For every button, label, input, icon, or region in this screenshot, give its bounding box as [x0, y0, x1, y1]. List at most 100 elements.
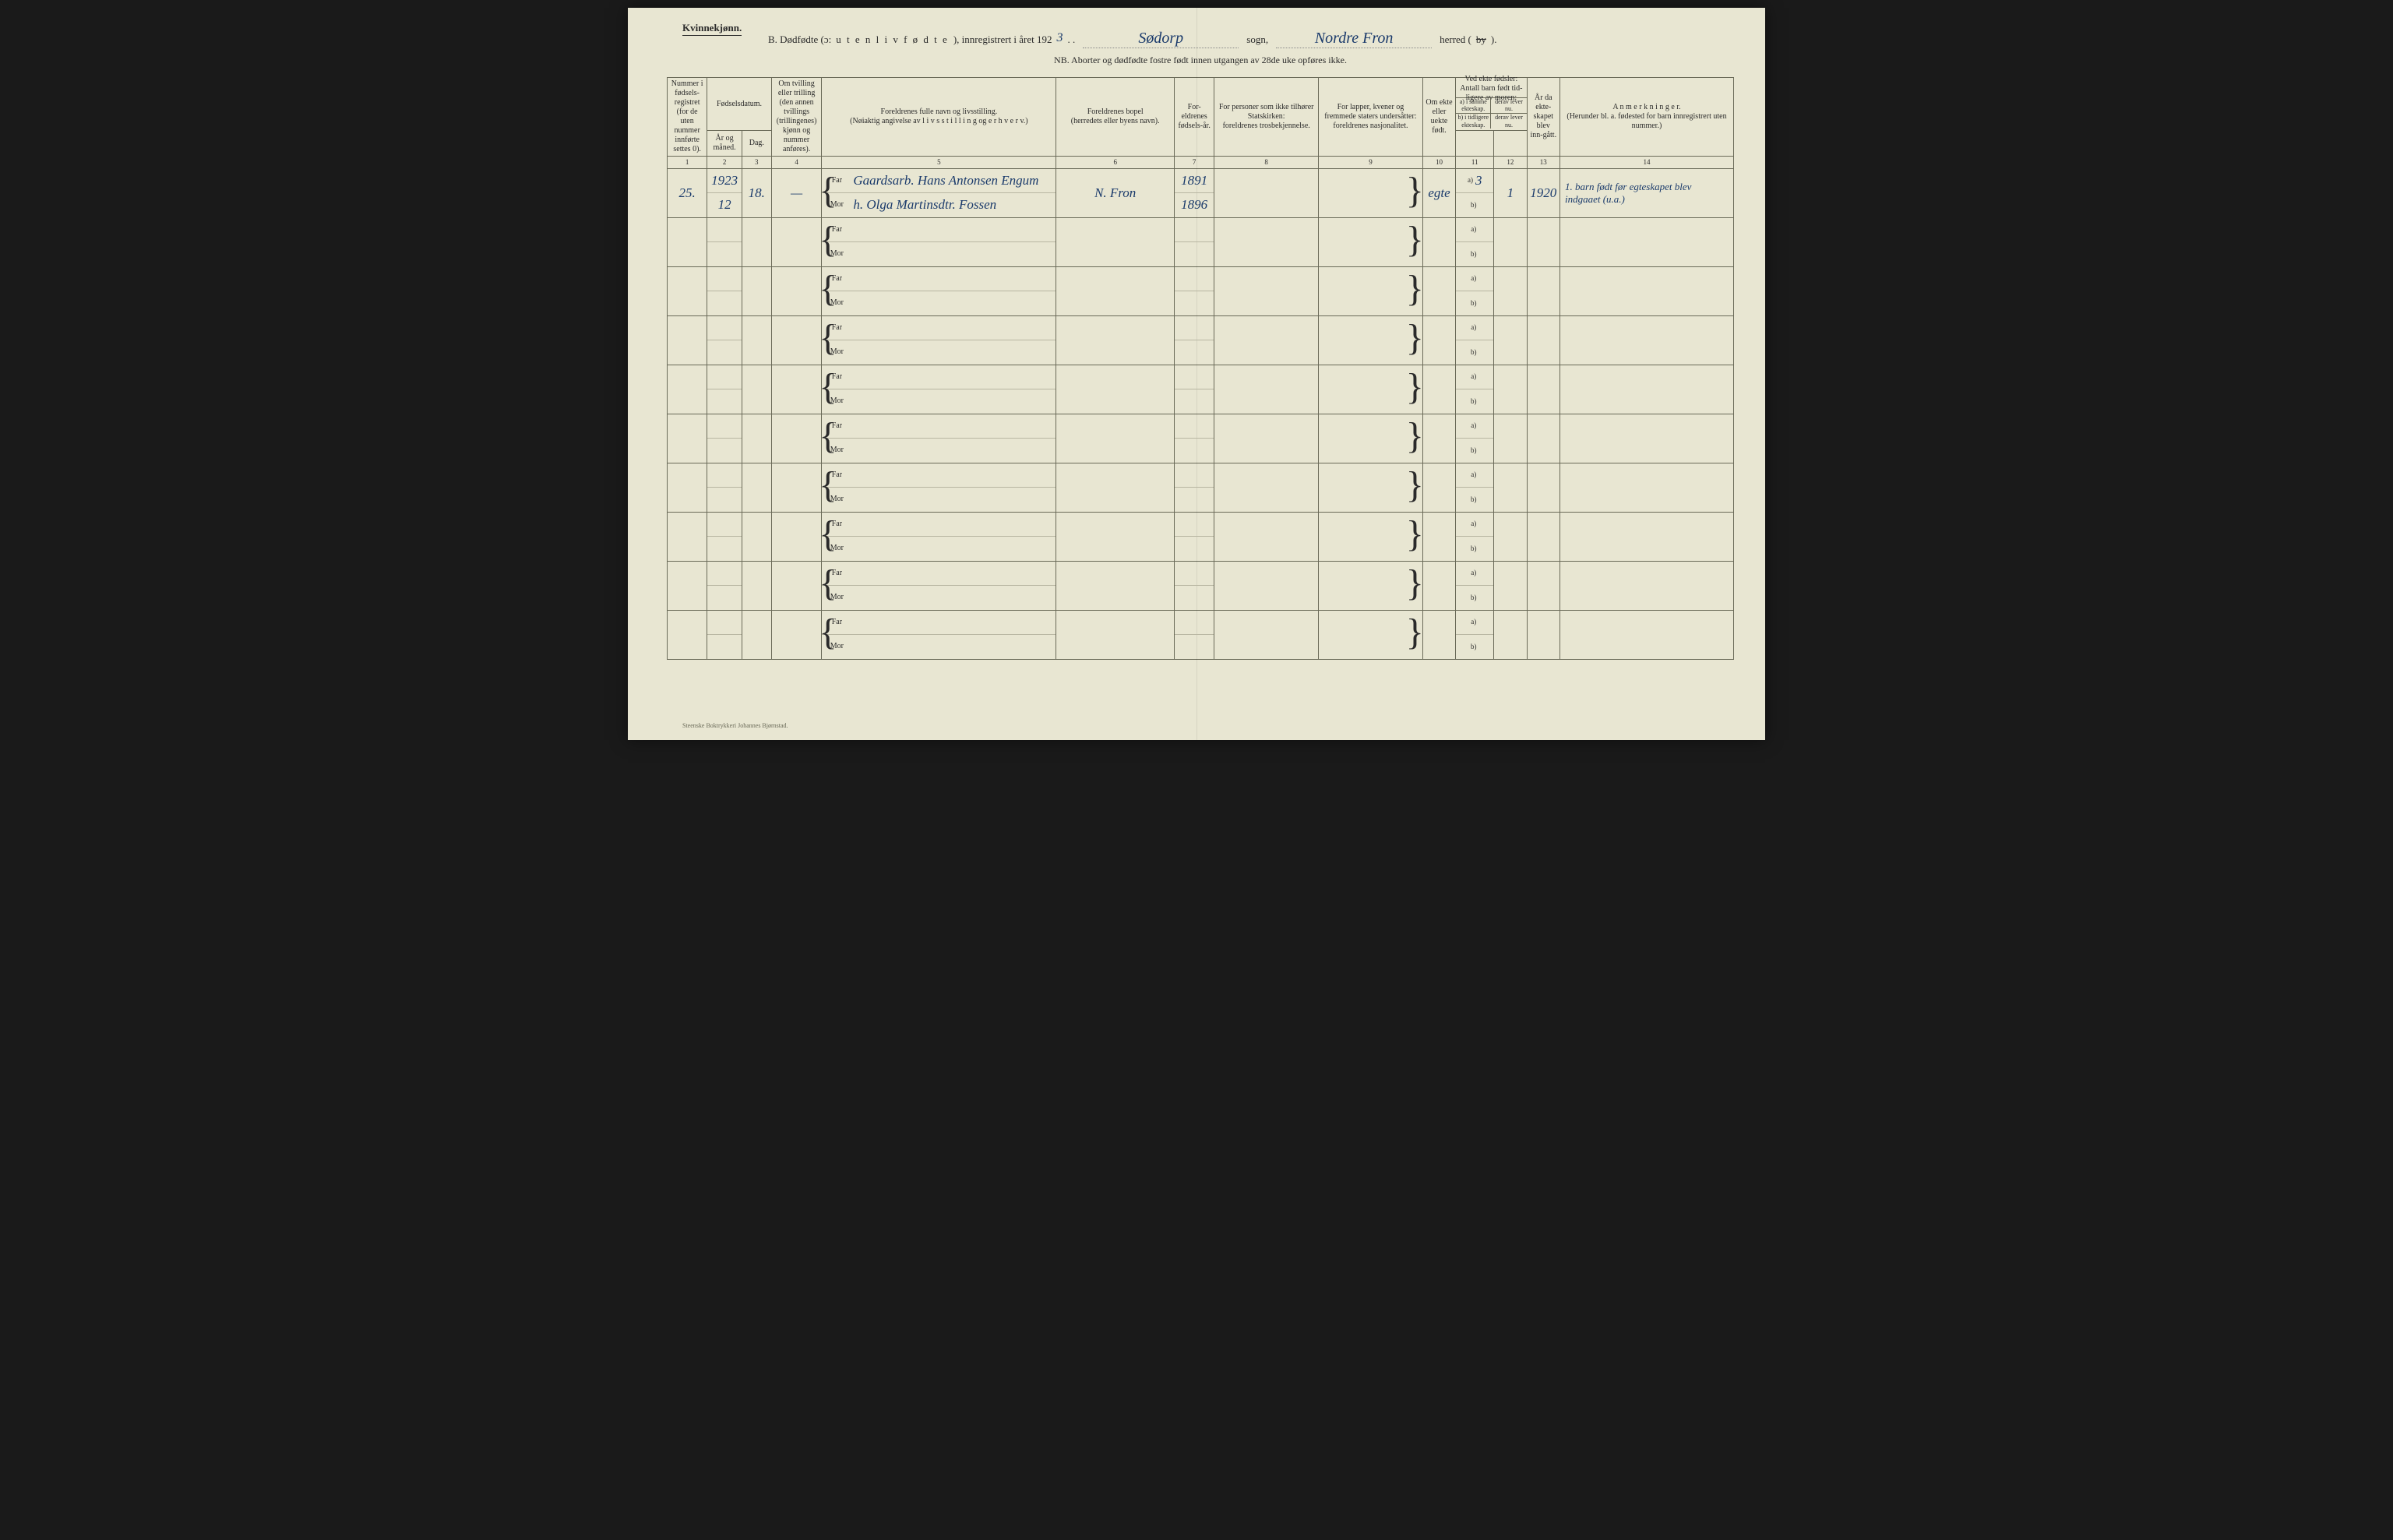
day — [742, 463, 771, 512]
ekte — [1422, 315, 1455, 365]
parents-cell: { Far Mor — [822, 561, 1056, 610]
colnum: 13 — [1527, 157, 1560, 169]
parents-cell: { Far Mor — [822, 315, 1056, 365]
col-7-header: For-eldrenes fødsels-år. — [1175, 78, 1214, 157]
col-2a: År og måned. — [707, 131, 742, 157]
bopel — [1056, 512, 1175, 561]
col-9b: foreldrenes nasjonalitet. — [1321, 122, 1420, 131]
entry-number — [668, 365, 707, 414]
col-6a: Foreldrenes bopel — [1059, 107, 1172, 117]
ekte — [1422, 266, 1455, 315]
col11: a)b) — [1456, 561, 1494, 610]
twin — [771, 561, 822, 610]
anmerkninger — [1560, 463, 1733, 512]
bopel — [1056, 315, 1175, 365]
parent-years — [1175, 610, 1214, 659]
parent-years: 18911896 — [1175, 168, 1214, 217]
parent-years — [1175, 414, 1214, 463]
entry-number — [668, 315, 707, 365]
year-month — [707, 315, 742, 365]
herred-value: Nordre Fron — [1315, 30, 1394, 48]
col11: a)b) — [1456, 266, 1494, 315]
tros — [1214, 315, 1319, 365]
year-month — [707, 561, 742, 610]
ekte — [1422, 217, 1455, 266]
anmerkninger: 1. barn født før egteskapet blev indgaae… — [1560, 168, 1733, 217]
parent-years — [1175, 365, 1214, 414]
ekte — [1422, 463, 1455, 512]
year-month — [707, 217, 742, 266]
ekte — [1422, 414, 1455, 463]
bopel — [1056, 610, 1175, 659]
col13 — [1527, 561, 1560, 610]
table-row: { Far Mor} a)b) — [668, 266, 1734, 315]
col-2b: Dag. — [742, 131, 771, 157]
colnum: 5 — [822, 157, 1056, 169]
table-row: { Far Mor}a)b) — [668, 610, 1734, 659]
sogn-value: Sødorp — [1138, 30, 1183, 48]
ekte — [1422, 561, 1455, 610]
day: 18. — [742, 168, 771, 217]
parent-years — [1175, 463, 1214, 512]
col12 — [1494, 217, 1527, 266]
col-9-header: For lapper, kvener og fremmede staters u… — [1319, 78, 1423, 157]
ekte — [1422, 365, 1455, 414]
parents-cell: { Far Mor — [822, 217, 1056, 266]
nasjonalitet: } — [1319, 217, 1423, 266]
colnum: 14 — [1560, 157, 1733, 169]
col11: a)b) — [1456, 512, 1494, 561]
entry-number — [668, 217, 707, 266]
col-11b: derav lever nu. — [1491, 98, 1526, 114]
table-body: 25.19231218.—{ FarGaardsarb. Hans Antons… — [668, 168, 1734, 659]
entry-number — [668, 610, 707, 659]
bopel: N. Fron — [1056, 168, 1175, 217]
twin — [771, 463, 822, 512]
col13 — [1527, 365, 1560, 414]
day — [742, 217, 771, 266]
parents-cell: { Far Mor — [822, 266, 1056, 315]
parents-cell: { Far Mor — [822, 610, 1056, 659]
col-2-top: Fødselsdatum. — [707, 78, 771, 131]
colnum: 6 — [1056, 157, 1175, 169]
day — [742, 365, 771, 414]
tros — [1214, 610, 1319, 659]
day — [742, 315, 771, 365]
table-row: { Far Mor}a)b) — [668, 463, 1734, 512]
col13 — [1527, 610, 1560, 659]
day — [742, 512, 771, 561]
colnum: 10 — [1422, 157, 1455, 169]
table-head: Nummer i fødsels-registret (for de uten … — [668, 78, 1734, 169]
day — [742, 610, 771, 659]
tros — [1214, 512, 1319, 561]
nasjonalitet: } — [1319, 512, 1423, 561]
col-11-spacer — [1456, 131, 1494, 157]
twin: — — [771, 168, 822, 217]
col13: 1920 — [1527, 168, 1560, 217]
gender-label: Kvinnekjønn. — [682, 22, 742, 36]
sogn-label: sogn, — [1246, 33, 1268, 46]
col12 — [1494, 463, 1527, 512]
colnum: 9 — [1319, 157, 1423, 169]
day — [742, 414, 771, 463]
parents-cell: { Far Mor — [822, 512, 1056, 561]
anmerkninger — [1560, 512, 1733, 561]
table-row: { Far Mor}a)b) — [668, 414, 1734, 463]
colnum: 12 — [1494, 157, 1527, 169]
col13 — [1527, 512, 1560, 561]
col-5b: (Nøiaktig angivelse av l i v s s t i l l… — [824, 117, 1053, 126]
col12 — [1494, 414, 1527, 463]
year-month — [707, 512, 742, 561]
col-5-header: Foreldrenes fulle navn og livsstilling. … — [822, 78, 1056, 157]
colnum: 7 — [1175, 157, 1214, 169]
col-9a: For lapper, kvener og fremmede staters u… — [1321, 103, 1420, 122]
col11: a)b) — [1456, 610, 1494, 659]
nasjonalitet: } — [1319, 266, 1423, 315]
nasjonalitet: } — [1319, 168, 1423, 217]
heading: B. Dødfødte (ɔ: u t e n l i v f ø d t e … — [768, 30, 1734, 48]
col-11d: derav lever nu. — [1491, 114, 1526, 129]
col11: a)b) — [1456, 217, 1494, 266]
twin — [771, 610, 822, 659]
twin — [771, 217, 822, 266]
col-11a: a) i samme ekteskap. — [1456, 98, 1491, 114]
twin — [771, 315, 822, 365]
